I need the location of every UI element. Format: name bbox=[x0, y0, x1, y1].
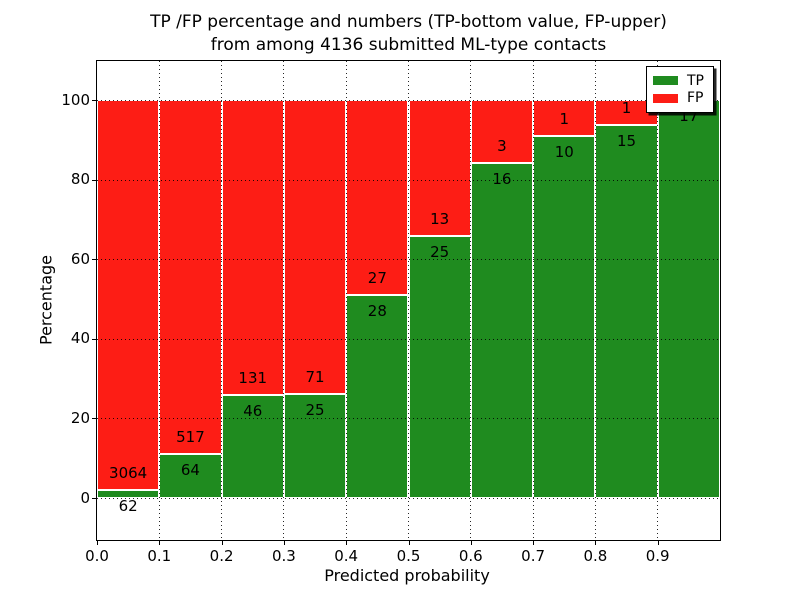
chart-title-line1: TP /FP percentage and numbers (TP-bottom… bbox=[150, 12, 667, 32]
fp-count-label: 1 bbox=[621, 98, 632, 117]
y-tick-label: 60 bbox=[70, 249, 90, 268]
fp-count-label: 131 bbox=[238, 368, 268, 387]
bar-segment-fp bbox=[97, 100, 160, 491]
x-tick-label: 0.7 bbox=[521, 547, 546, 565]
x-tick-label: 0.4 bbox=[334, 547, 359, 565]
bar-segment-tp bbox=[533, 136, 596, 498]
gridline-horizontal bbox=[97, 179, 720, 181]
tp-count-label: 15 bbox=[616, 131, 637, 150]
fp-count-label: 3064 bbox=[109, 464, 148, 483]
y-tick-label: 0 bbox=[80, 488, 90, 507]
bar-segment-tp bbox=[595, 124, 658, 498]
tp-count-label: 64 bbox=[180, 461, 200, 480]
bar-segment-fp bbox=[221, 100, 284, 395]
fp-count-label: 517 bbox=[176, 428, 205, 447]
fp-swatch-icon bbox=[653, 93, 678, 103]
y-tick-mark bbox=[92, 100, 96, 101]
x-tick-label: 0.6 bbox=[458, 547, 483, 565]
bar-segment-fp bbox=[159, 100, 222, 455]
gridline-vertical bbox=[408, 61, 409, 540]
y-tick-mark bbox=[92, 418, 96, 420]
bar-segment-tp bbox=[408, 236, 471, 498]
legend-row-tp: TP bbox=[653, 73, 707, 89]
x-tick-mark bbox=[346, 541, 348, 545]
x-tick-label: 0.2 bbox=[209, 547, 234, 565]
x-tick-mark bbox=[408, 541, 410, 545]
plot-area: 3064 62 517 64 131 46 71 25 27 28 13 25 3 16 1 10 1 15 17 bbox=[96, 60, 721, 541]
y-tick-mark bbox=[92, 498, 96, 499]
x-tick-label: 0.8 bbox=[583, 547, 608, 565]
y-tick-mark bbox=[92, 338, 96, 340]
bar-segment-fp bbox=[283, 100, 347, 395]
fp-count-label: 27 bbox=[367, 269, 387, 288]
x-tick-label: 0.3 bbox=[271, 547, 296, 565]
tp-count-label: 25 bbox=[430, 243, 450, 262]
bar-segment-tp bbox=[221, 394, 284, 498]
x-tick-mark bbox=[159, 541, 161, 545]
tp-count-label: 28 bbox=[367, 302, 387, 321]
bar-segment-fp bbox=[408, 100, 471, 237]
gridline-vertical bbox=[345, 61, 347, 540]
legend-label-tp: TP bbox=[687, 72, 704, 89]
gridline-horizontal bbox=[97, 498, 720, 499]
y-tick-mark bbox=[92, 179, 96, 181]
legend-label-fp: FP bbox=[687, 90, 704, 107]
tp-count-label: 10 bbox=[554, 143, 574, 162]
gridline-vertical bbox=[221, 61, 223, 540]
x-tick-mark bbox=[283, 541, 285, 545]
gridline-vertical bbox=[470, 61, 472, 540]
tp-count-label: 62 bbox=[118, 497, 138, 516]
bar-segment-tp bbox=[470, 162, 534, 498]
fp-count-label: 3 bbox=[497, 136, 507, 155]
x-tick-mark bbox=[533, 541, 535, 545]
y-tick-label: 80 bbox=[70, 170, 90, 189]
x-tick-label: 0.1 bbox=[147, 547, 172, 565]
x-tick-label: 0.5 bbox=[396, 547, 421, 565]
y-tick-mark bbox=[92, 259, 96, 261]
tp-count-label: 16 bbox=[492, 169, 512, 188]
x-tick-mark bbox=[470, 541, 472, 545]
chart-title-line2: from among 4136 submitted ML-type contac… bbox=[210, 35, 607, 55]
legend: TP FP bbox=[646, 66, 714, 113]
bar-segment-tp bbox=[657, 100, 720, 498]
gridline-vertical bbox=[532, 61, 534, 540]
y-tick-label: 20 bbox=[70, 408, 90, 427]
legend-row-fp: FP bbox=[653, 90, 707, 106]
bar-segment-fp bbox=[470, 100, 534, 163]
gridline-horizontal bbox=[97, 259, 720, 261]
bar-segment-tp bbox=[159, 454, 222, 498]
gridline-vertical bbox=[158, 61, 160, 540]
fp-count-label: 71 bbox=[305, 368, 325, 387]
y-tick-label: 40 bbox=[70, 329, 90, 348]
x-tick-mark bbox=[657, 541, 659, 545]
gridline-vertical bbox=[283, 61, 285, 540]
chart-title: TP /FP percentage and numbers (TP-bottom… bbox=[96, 11, 721, 57]
x-tick-label: 0.9 bbox=[645, 547, 670, 565]
x-tick-label: 0.0 bbox=[85, 547, 109, 565]
y-tick-label: 100 bbox=[61, 90, 90, 109]
gridline-horizontal bbox=[97, 338, 720, 340]
gridline-vertical bbox=[594, 61, 596, 540]
gridline-horizontal bbox=[97, 418, 720, 420]
x-axis-label: Predicted probability bbox=[324, 566, 490, 585]
bar-segment-fp bbox=[346, 100, 409, 296]
fp-count-label: 1 bbox=[559, 110, 570, 129]
tp-count-label: 46 bbox=[243, 401, 263, 420]
tp-count-label: 25 bbox=[305, 401, 325, 420]
x-tick-mark bbox=[595, 541, 597, 545]
x-tick-mark bbox=[221, 541, 223, 545]
gridline-vertical bbox=[657, 61, 659, 540]
plot-inner: 3064 62 517 64 131 46 71 25 27 28 13 25 3 16 1 10 1 15 17 bbox=[97, 61, 720, 540]
tp-swatch-icon bbox=[653, 76, 678, 86]
bar-segment-tp bbox=[346, 295, 409, 498]
fp-count-label: 13 bbox=[430, 210, 450, 229]
gridline-horizontal bbox=[97, 100, 720, 101]
bar-segment-tp bbox=[97, 490, 160, 498]
x-tick-mark bbox=[97, 541, 98, 545]
bar-segment-tp bbox=[283, 394, 347, 498]
